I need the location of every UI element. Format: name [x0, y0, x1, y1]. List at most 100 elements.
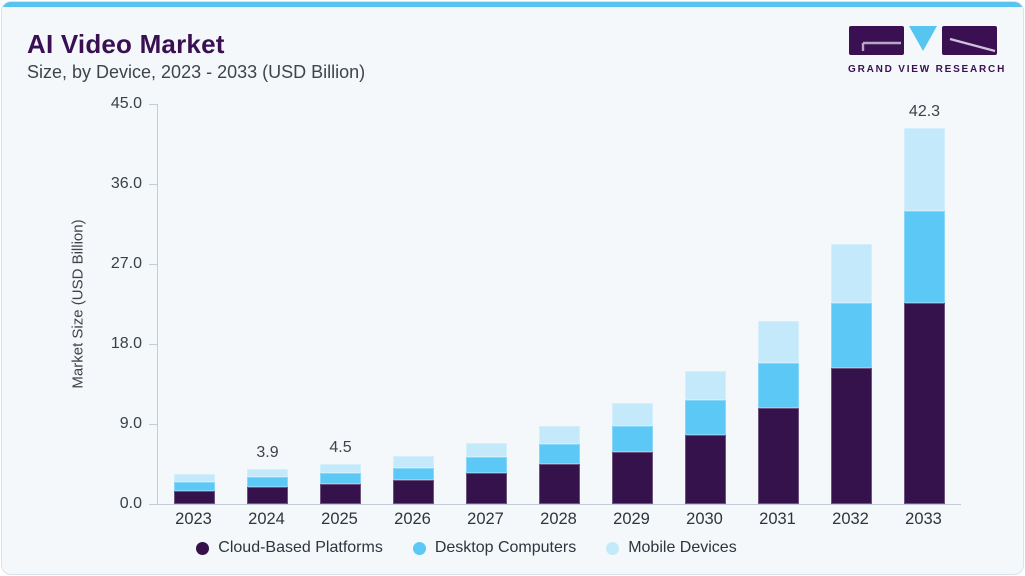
- bar-segment: [612, 452, 653, 504]
- bar-segment: [685, 370, 726, 401]
- bar-slot: 3.9: [231, 444, 304, 504]
- bar-segment: [393, 467, 434, 480]
- bar-slot: [523, 425, 596, 504]
- bars: 3.9 4.5 42.3: [158, 103, 961, 504]
- brand-name: GRAND VIEW RESEARCH: [848, 64, 1007, 75]
- y-tick-mark: [149, 264, 157, 265]
- bar-segment: [393, 456, 434, 468]
- y-tick-label: 36.0: [110, 175, 142, 192]
- bar-2031: [758, 320, 799, 504]
- x-axis-label: 2023: [175, 510, 212, 528]
- bar-slot: [450, 442, 523, 504]
- legend: Cloud-Based Platforms Desktop Computers Mo…: [2, 539, 977, 557]
- legend-dot-icon: [606, 541, 620, 555]
- x-axis-label: 2028: [540, 510, 577, 528]
- bar-slot: [669, 370, 742, 504]
- bar-2027: [466, 442, 507, 504]
- x-axis-label: 2030: [686, 510, 723, 528]
- bar-segment: [466, 456, 507, 473]
- bar-segment: [247, 469, 288, 478]
- y-tick-label: 18.0: [110, 335, 142, 352]
- bar-segment: [612, 402, 653, 426]
- bar-segment: [539, 464, 580, 504]
- x-axis-label: 2026: [394, 510, 431, 528]
- bar-slot: [158, 473, 231, 504]
- bar-2023: [174, 473, 215, 504]
- page-subtitle: Size, by Device, 2023 - 2033 (USD Billio…: [27, 62, 366, 82]
- bar-slot: [742, 320, 815, 504]
- bar-segment: [758, 362, 799, 408]
- bar-segment: [831, 368, 872, 504]
- x-axis-label: 2025: [321, 510, 358, 528]
- y-tick-label: 45.0: [110, 95, 142, 112]
- bar-segment: [247, 477, 288, 488]
- bar-segment: [174, 473, 215, 482]
- legend-label: Desktop Computers: [434, 539, 577, 556]
- bar-segment: [831, 244, 872, 304]
- bar-total-label: 42.3: [908, 103, 941, 120]
- bar-segment: [174, 481, 215, 491]
- y-axis-title: Market Size (USD Billion): [69, 219, 87, 389]
- bar-segment: [466, 442, 507, 457]
- bar-2024: 3.9: [247, 444, 288, 504]
- y-tick-mark: [149, 104, 157, 105]
- bar-2032: [831, 244, 872, 504]
- page-title: AI Video Market: [27, 29, 225, 59]
- bar-segment: [831, 303, 872, 368]
- bar-2030: [685, 370, 726, 504]
- bar-segment: [685, 400, 726, 435]
- bar-segment: [904, 128, 945, 211]
- bar-segment: [466, 472, 507, 504]
- y-tick-mark: [149, 424, 157, 425]
- x-axis-label: 2027: [467, 510, 504, 528]
- bar-2026: [393, 456, 434, 504]
- y-tick-label: 27.0: [110, 255, 142, 272]
- brand-logo: GRAND VIEW RESEARCH: [848, 24, 1007, 75]
- legend-item: Cloud-Based Platforms: [196, 539, 383, 557]
- bar-2028: [539, 425, 580, 504]
- bar-total-label: 4.5: [329, 439, 352, 456]
- bar-2029: [612, 402, 653, 504]
- legend-label: Cloud-Based Platforms: [218, 539, 383, 556]
- legend-label: Mobile Devices: [628, 539, 737, 556]
- bar-segment: [685, 434, 726, 504]
- x-axis-labels: 2023 2024 2025 2026 2027 2028 2029 2030 2031 2032…: [157, 510, 960, 529]
- x-axis-label: 2032: [832, 510, 869, 528]
- bar-segment: [904, 303, 945, 504]
- bar-slot: [377, 456, 450, 504]
- bar-segment: [612, 425, 653, 453]
- bar-segment: [320, 483, 361, 504]
- bar-segment: [393, 480, 434, 504]
- y-tick-mark: [149, 504, 157, 505]
- bar-slot: [596, 402, 669, 504]
- y-tick-mark: [149, 344, 157, 345]
- bar-segment: [758, 408, 799, 504]
- y-tick-label: 9.0: [119, 415, 142, 432]
- bar-slot: [815, 244, 888, 504]
- y-tick-mark: [149, 184, 157, 185]
- bar-segment: [320, 472, 361, 484]
- bar-2033: 42.3: [904, 103, 945, 504]
- legend-item: Mobile Devices: [606, 539, 737, 557]
- bar-slot: 4.5: [304, 439, 377, 504]
- gvr-logo-icon: [849, 26, 997, 55]
- y-tick-label: 0.0: [119, 495, 142, 512]
- legend-dot-icon: [196, 541, 210, 555]
- bar-segment: [247, 487, 288, 504]
- bar-segment: [539, 425, 580, 445]
- legend-dot-icon: [412, 541, 426, 555]
- bar-total-label: 3.9: [256, 444, 279, 462]
- bar-segment: [904, 210, 945, 304]
- x-axis-label: 2033: [905, 510, 942, 528]
- x-axis-label: 2031: [759, 510, 796, 528]
- legend-item: Desktop Computers: [412, 539, 577, 557]
- top-accent-bar: [2, 2, 1023, 7]
- bar-2025: 4.5: [320, 439, 361, 504]
- bar-segment: [174, 490, 215, 504]
- x-axis-label: 2024: [248, 510, 285, 528]
- bar-segment: [320, 464, 361, 473]
- x-axis-label: 2029: [613, 510, 650, 528]
- bar-slot: 42.3: [888, 103, 961, 504]
- bar-segment: [758, 320, 799, 363]
